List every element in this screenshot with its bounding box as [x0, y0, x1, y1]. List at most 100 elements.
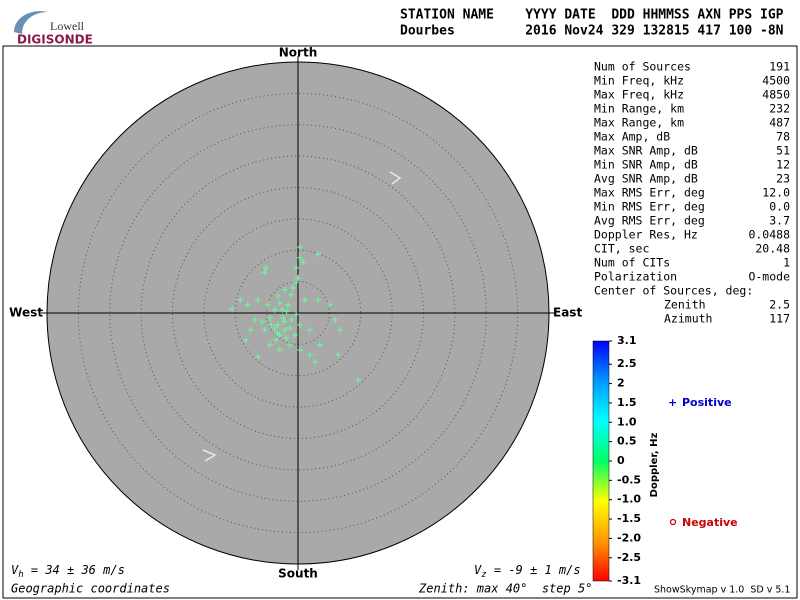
stat-value: 12.0: [762, 186, 790, 200]
source-point: [262, 264, 269, 271]
source-point: [281, 326, 288, 333]
east-label: East: [553, 306, 582, 320]
source-point: [279, 306, 286, 313]
source-point: [296, 321, 303, 328]
logo-top: Lowell: [50, 19, 85, 33]
stat-label: Avg RMS Err, deg: [594, 214, 705, 228]
stat-value: 1: [783, 256, 790, 270]
colorbar-tick-label: 2: [617, 377, 625, 390]
source-point: [293, 264, 300, 271]
source-point: [259, 318, 266, 325]
colorbar-tick-label: -2.0: [617, 531, 641, 544]
stat-label: Max Freq, kHz: [594, 88, 684, 102]
colorbar-fill: [592, 340, 610, 582]
source-point: [281, 286, 288, 293]
stat-value: 487: [769, 116, 790, 130]
source-point: [296, 347, 303, 354]
vh-sub: h: [18, 570, 23, 580]
source-point: [288, 291, 295, 298]
source-point: [254, 353, 261, 360]
vz-sub: z: [481, 570, 486, 580]
colorbar-tick-label: -2.5: [617, 551, 641, 564]
stat-value: 2.5: [769, 298, 790, 312]
stat-value: 191: [769, 60, 790, 74]
source-point: [271, 306, 278, 313]
stat-value: 3.7: [769, 214, 790, 228]
stat-value: 4850: [762, 88, 790, 102]
colorbar-tick-label: 3.1: [617, 334, 637, 347]
source-point: [286, 325, 293, 332]
source-point: [311, 358, 318, 365]
colorbar: 3.1 2.5 2 1.5 1.0 0.5 0 -0.5 -1.0 -1.5 -2.0 -2.5 -3.…: [592, 334, 738, 587]
zenith-info: Zenith: max 40° step 5°: [418, 582, 592, 596]
frame: [2, 45, 798, 599]
source-point: [306, 352, 313, 359]
source-point: [327, 301, 334, 308]
source-point: [261, 326, 268, 333]
vz-text: = -9 ± 1 m/s: [487, 563, 581, 577]
stat-label: Num of CITs: [594, 256, 670, 270]
colorbar-tick-label: -3.1: [617, 574, 641, 587]
stat-label: Num of Sources: [594, 60, 691, 74]
stat-label: CIT, sec: [594, 242, 649, 256]
source-point: [279, 315, 286, 322]
source-point: [337, 326, 344, 333]
negative-symbol: [669, 518, 677, 526]
source-point: [288, 316, 295, 323]
stat-value: 20.48: [755, 242, 790, 256]
stat-value: 51: [776, 144, 790, 158]
stat-label: Zenith: [664, 298, 706, 312]
arrow-mark: [202, 449, 217, 462]
stat-value: 12: [776, 158, 790, 172]
arrow-mark: [389, 171, 402, 185]
source-point: [293, 279, 300, 286]
source-point: [268, 321, 275, 328]
west-label: West: [9, 306, 43, 320]
vz: Vz = -9 ± 1 m/s: [474, 563, 581, 580]
vh: Vh = 34 ± 36 m/s: [11, 563, 125, 580]
source-point: [300, 259, 307, 266]
stat-label: Center of Sources, deg:: [594, 284, 753, 298]
source-point: [281, 318, 288, 325]
logo-swoosh: [14, 11, 48, 34]
source-point: [251, 316, 258, 323]
stat-label: Min SNR Amp, dB: [594, 158, 698, 172]
source-point: [316, 342, 323, 349]
colorbar-tick-label: 1.0: [617, 415, 637, 428]
source-point: [293, 311, 300, 318]
north-label: North: [279, 46, 317, 60]
stat-label: Doppler Res, Hz: [594, 228, 698, 242]
source-point: [276, 331, 283, 338]
source-point: [274, 321, 281, 328]
version: ShowSkymap v 1.0 SD v 5.1: [654, 585, 790, 596]
source-point: [283, 335, 290, 342]
positive-label: Positive: [682, 396, 732, 409]
source-point: [247, 326, 254, 333]
stat-label: Max RMS Err, deg: [594, 186, 705, 200]
source-point: [315, 296, 322, 303]
source-point: [242, 336, 249, 343]
source-point: [274, 293, 281, 300]
stat-label: Max Range, km: [594, 116, 684, 130]
stat-value: 78: [776, 130, 790, 144]
colorbar-tick-label: 1.5: [617, 396, 637, 409]
stats-table: Num of Sources 191 Min Freq, kHz 4500 Max Fr…: [594, 60, 790, 326]
colorbar-tick-label: -0.5: [617, 473, 641, 486]
vh-text: = 34 ± 36 m/s: [24, 563, 125, 577]
source-point: [286, 342, 293, 349]
stat-label: Azimuth: [664, 312, 712, 326]
header-row: Dourbes 2016 Nov24 329 132815 417 100 -8…: [400, 24, 784, 39]
positive-symbol: +: [668, 396, 677, 409]
source-point: [301, 296, 308, 303]
stat-value: 4500: [762, 74, 790, 88]
source-point: [355, 377, 362, 384]
source-point: [315, 251, 322, 258]
stat-value: 0.0: [769, 200, 790, 214]
colorbar-tick-label: -1.0: [617, 493, 641, 506]
south-label: South: [278, 567, 318, 581]
source-point: [296, 244, 303, 251]
source-point: [264, 301, 271, 308]
source-point: [254, 296, 261, 303]
